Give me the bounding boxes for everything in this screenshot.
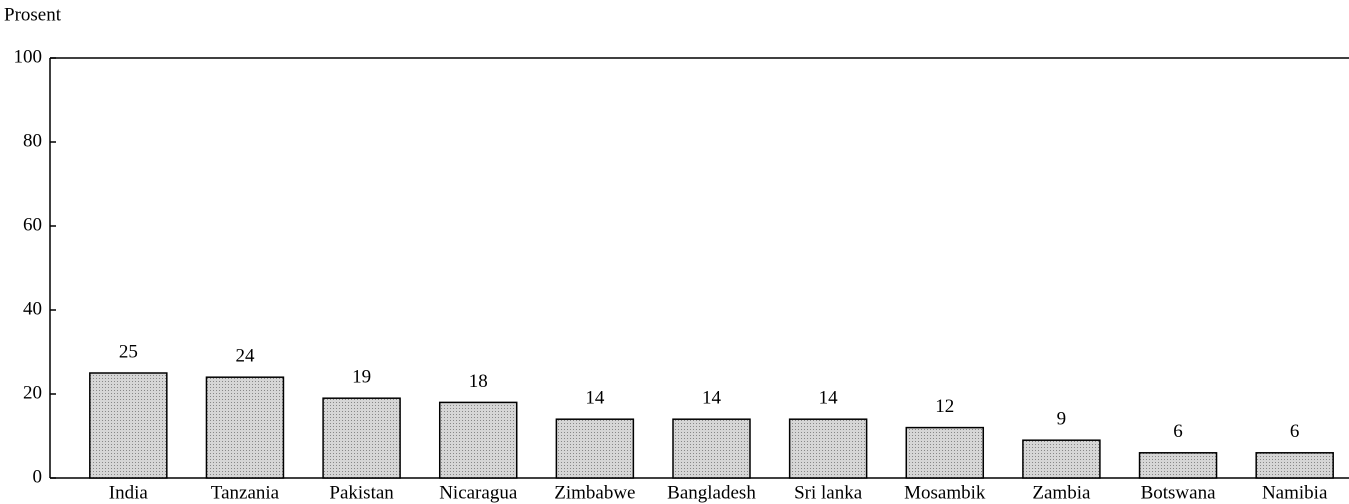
- y-axis-label: Prosent: [4, 4, 62, 25]
- x-tick-label: Bangladesh: [667, 482, 756, 503]
- data-label: 25: [119, 341, 138, 362]
- data-label: 9: [1057, 409, 1067, 430]
- y-tick-label: 40: [23, 298, 42, 319]
- bar: [1022, 439, 1101, 479]
- bar: [89, 372, 168, 479]
- bar: [672, 418, 751, 479]
- data-label: 19: [352, 367, 371, 388]
- x-tick-label: Botswana: [1141, 482, 1217, 503]
- bar: [322, 397, 401, 479]
- y-tick-label: 20: [23, 382, 42, 403]
- x-tick-label: Nicaragua: [439, 482, 518, 503]
- data-label: 18: [469, 371, 488, 392]
- y-tick-label: 60: [23, 214, 42, 235]
- y-tick-label: 80: [23, 130, 42, 151]
- bar: [555, 418, 635, 479]
- y-tick-label: 100: [14, 46, 43, 67]
- data-label: 14: [702, 388, 722, 409]
- data-label: 6: [1173, 421, 1183, 442]
- x-tick-label: Tanzania: [211, 482, 280, 503]
- x-tick-label: Sri lanka: [794, 482, 863, 503]
- data-label: 14: [819, 388, 839, 409]
- bar: [1255, 452, 1334, 479]
- x-tick-label: Zimbabwe: [554, 482, 635, 503]
- data-label: 6: [1290, 421, 1300, 442]
- x-tick-label: Pakistan: [329, 482, 394, 503]
- data-label: 14: [585, 388, 605, 409]
- y-tick-label: 0: [33, 466, 43, 487]
- bar: [205, 376, 285, 479]
- bar: [905, 426, 985, 479]
- x-tick-label: India: [109, 482, 149, 503]
- x-tick-label: Zambia: [1032, 482, 1091, 503]
- x-tick-label: Namibia: [1262, 482, 1328, 503]
- data-label: 12: [935, 396, 954, 417]
- bar: [1138, 452, 1218, 479]
- x-tick-label: Mosambik: [904, 482, 986, 503]
- data-label: 24: [235, 346, 255, 367]
- bar: [788, 418, 868, 479]
- bar: [438, 401, 518, 479]
